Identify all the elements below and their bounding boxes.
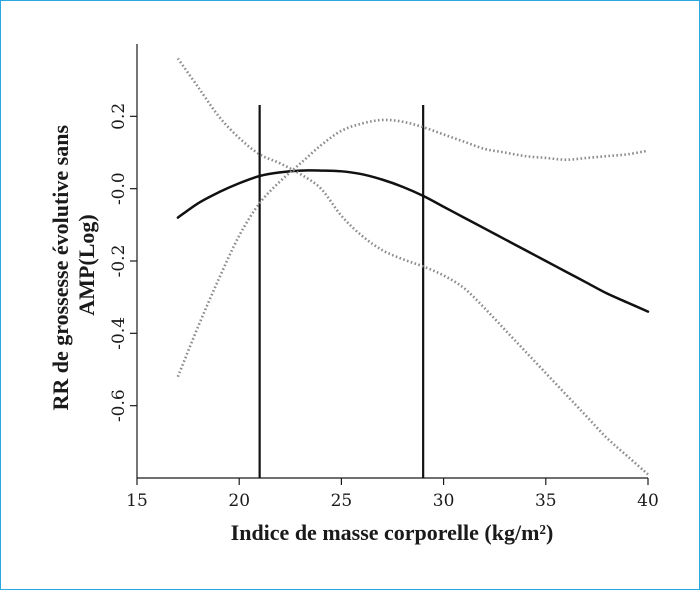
y-ticks: 0.2 -0.0 -0.2 -0.4 -0.6 — [109, 103, 137, 422]
ci-upper-line — [176, 118, 649, 378]
y-axis-title-line-2: AMP(Log) — [74, 214, 99, 315]
axes — [136, 44, 648, 479]
x-ticks: 15 20 25 30 35 40 — [126, 478, 659, 511]
estimate-line — [176, 169, 650, 313]
reference-lines — [258, 105, 425, 478]
x-tick-label: 35 — [535, 491, 557, 511]
series-layer — [176, 57, 650, 476]
y-tick-label: -0.0 — [109, 172, 129, 205]
y-tick-label: -0.6 — [109, 389, 129, 422]
x-tick-label: 40 — [637, 491, 659, 511]
y-tick-label: 0.2 — [109, 103, 129, 130]
x-tick-label: 15 — [126, 491, 148, 511]
y-tick-label: -0.4 — [109, 317, 129, 350]
y-axis-title-line-1: RR de grossesse évolutive sans — [48, 125, 73, 411]
x-tick-label: 25 — [331, 491, 353, 511]
ci-lower-line — [176, 57, 649, 476]
x-axis-title: Indice de masse corporelle (kg/m²) — [231, 520, 554, 545]
x-tick-label: 30 — [433, 491, 455, 511]
y-axis-title: RR de grossesse évolutive sans AMP(Log) — [48, 119, 99, 410]
x-tick-label: 20 — [228, 491, 250, 511]
y-tick-label: -0.2 — [109, 245, 129, 278]
